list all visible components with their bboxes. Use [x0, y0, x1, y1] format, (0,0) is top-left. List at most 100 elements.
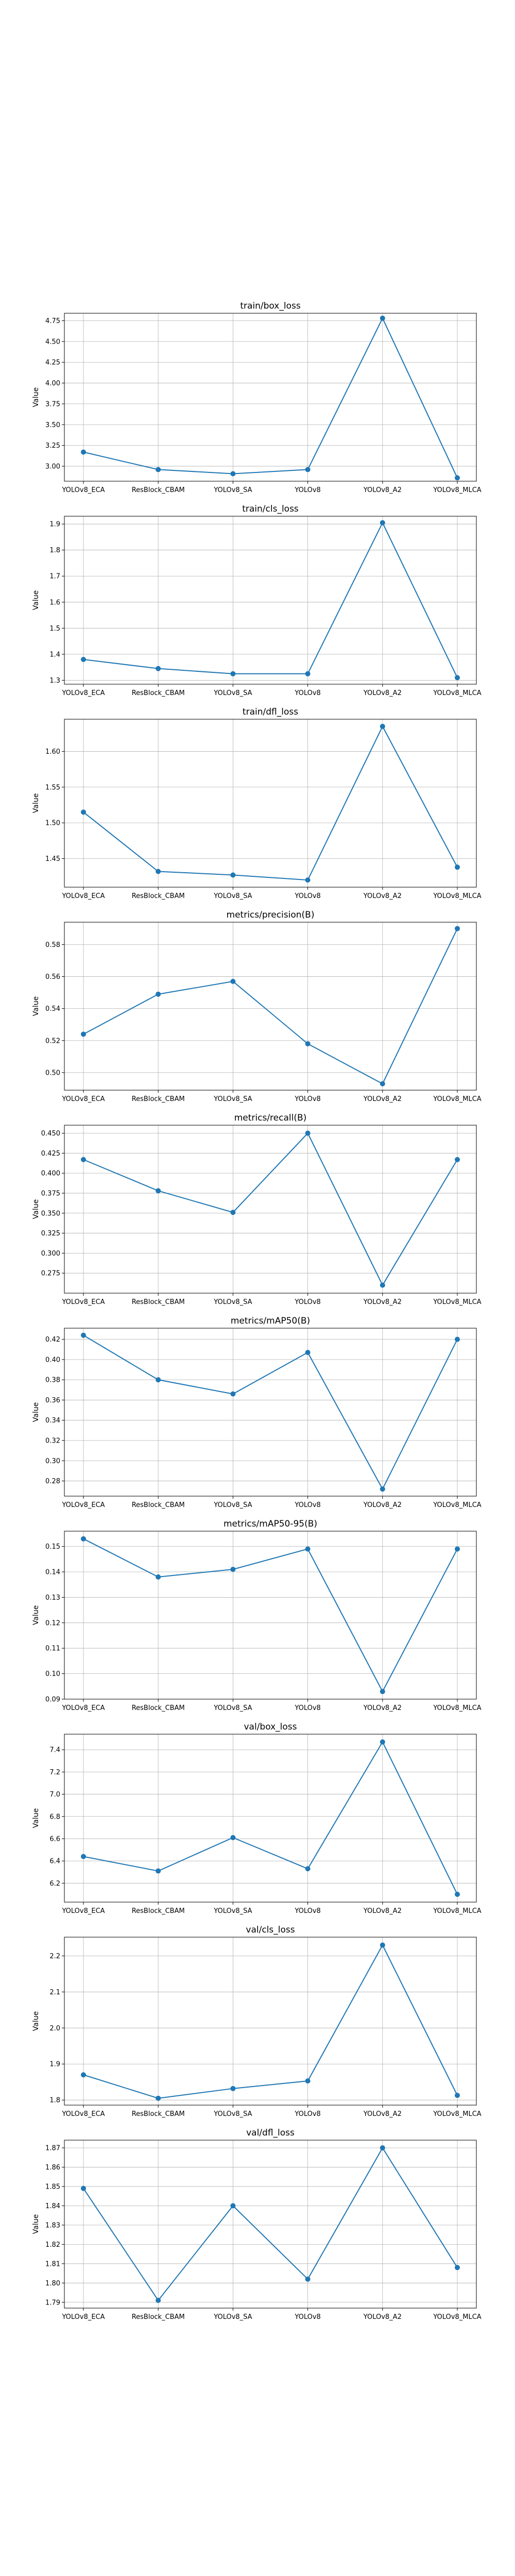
y-tick-label: 3.50: [45, 421, 60, 429]
data-point: [230, 2203, 236, 2209]
data-point: [81, 449, 86, 455]
axes-frame: [64, 2140, 477, 2309]
y-tick-label: 0.325: [41, 1230, 60, 1238]
x-tick-label: ResBlock_CBAM: [132, 892, 185, 900]
x-tick-label: YOLOv8_A2: [363, 1095, 402, 1103]
x-tick-label: YOLOv8_A2: [363, 1704, 402, 1712]
x-tick-label: YOLOv8_ECA: [61, 892, 105, 900]
data-point: [230, 1391, 236, 1397]
y-tick-label: 1.55: [45, 784, 60, 791]
y-tick-label: 1.79: [45, 2299, 60, 2307]
data-point: [81, 1332, 86, 1338]
data-point: [156, 869, 161, 874]
x-tick-label: YOLOv8_SA: [213, 1298, 252, 1306]
y-tick-label: 1.82: [45, 2241, 60, 2249]
x-tick-label: YOLOv8_A2: [363, 1907, 402, 1915]
chart-title: val/box_loss: [244, 1722, 297, 1732]
y-tick-label: 0.40: [45, 1356, 60, 1364]
y-tick-label: 3.75: [45, 400, 60, 408]
data-point: [156, 1188, 161, 1194]
x-tick-label: YOLOv8_MLCA: [433, 1907, 481, 1915]
y-tick-label: 0.30: [45, 1458, 60, 1465]
y-axis-label: Value: [32, 1199, 40, 1219]
data-point: [455, 2265, 460, 2270]
y-tick-label: 0.56: [45, 973, 60, 981]
data-point: [81, 2072, 86, 2078]
x-tick-label: YOLOv8_ECA: [61, 689, 105, 697]
y-tick-label: 0.450: [41, 1130, 60, 1138]
subplot-6: 0.28 0.30 0.32 0.34 0.36 0.38 0.40 0.42 YOLOv8_E…: [32, 1316, 482, 1509]
data-point: [380, 1739, 385, 1745]
y-tick-label: 0.13: [45, 1594, 60, 1602]
x-tick-label: YOLOv8_ECA: [61, 486, 105, 494]
x-tick-label: ResBlock_CBAM: [132, 1907, 185, 1915]
y-tick-label: 0.11: [45, 1645, 60, 1653]
y-tick-label: 1.60: [45, 748, 60, 756]
y-tick-label: 0.58: [45, 941, 60, 949]
data-point: [305, 671, 311, 676]
data-point: [455, 2093, 460, 2098]
x-tick-label: YOLOv8_SA: [213, 2110, 252, 2118]
x-tick-label: YOLOv8_SA: [213, 486, 252, 494]
y-tick-label: 6.8: [49, 1813, 60, 1821]
x-tick-label: YOLOv8_A2: [363, 1298, 402, 1306]
x-tick-label: YOLOv8: [294, 1907, 320, 1915]
data-point: [455, 1546, 460, 1552]
x-tick-label: YOLOv8_MLCA: [433, 1501, 481, 1509]
subplot-10: 1.79 1.80 1.81 1.82 1.83 1.84 1.85 1.86 1.87 YOLO…: [32, 2128, 482, 2321]
y-tick-label: 6.6: [49, 1835, 60, 1843]
y-tick-label: 0.34: [45, 1417, 60, 1425]
y-tick-label: 4.25: [45, 359, 60, 367]
x-tick-label: ResBlock_CBAM: [132, 1501, 185, 1509]
y-tick-label: 0.300: [41, 1250, 60, 1258]
x-tick-label: ResBlock_CBAM: [132, 486, 185, 494]
axes-frame: [64, 922, 477, 1091]
series-line: [83, 928, 458, 1084]
data-point: [455, 865, 460, 870]
x-tick-label: YOLOv8: [294, 1298, 320, 1306]
data-point: [455, 926, 460, 931]
chart-title: train/cls_loss: [242, 504, 299, 514]
data-point: [81, 1854, 86, 1859]
x-tick-label: YOLOv8_A2: [363, 689, 402, 697]
y-tick-label: 3.00: [45, 463, 60, 470]
subplot-9: 1.8 1.9 2.0 2.1 2.2 YOLOv8_ECA ResBlock_CBAM YO…: [32, 1925, 482, 2118]
y-tick-label: 0.12: [45, 1619, 60, 1627]
y-tick-label: 0.10: [45, 1670, 60, 1678]
y-tick-label: 1.3: [49, 677, 60, 685]
data-point: [455, 1891, 460, 1897]
x-tick-label: ResBlock_CBAM: [132, 1095, 185, 1103]
data-point: [81, 656, 86, 662]
series-line: [83, 1538, 458, 1693]
x-tick-label: YOLOv8_A2: [363, 1501, 402, 1509]
x-tick-label: ResBlock_CBAM: [132, 689, 185, 697]
y-tick-label: 0.15: [45, 1543, 60, 1551]
x-tick-label: YOLOv8_SA: [213, 892, 252, 900]
y-tick-label: 0.425: [41, 1150, 60, 1158]
data-point: [380, 315, 385, 321]
data-point: [81, 1157, 86, 1162]
data-point: [156, 2095, 161, 2101]
data-point: [305, 467, 311, 472]
y-tick-label: 0.42: [45, 1336, 60, 1344]
data-point: [81, 1536, 86, 1541]
data-point: [380, 723, 385, 729]
axes-frame: [64, 719, 477, 888]
chart-title: metrics/mAP50-95(B): [224, 1519, 317, 1529]
data-point: [156, 666, 161, 671]
x-tick-label: YOLOv8: [294, 689, 320, 697]
y-tick-label: 0.52: [45, 1037, 60, 1045]
y-tick-label: 0.38: [45, 1377, 60, 1384]
axes-frame: [64, 1734, 477, 1903]
data-point: [156, 991, 161, 997]
x-tick-label: YOLOv8: [294, 1095, 320, 1103]
y-tick-label: 1.9: [49, 521, 60, 529]
series-line: [83, 1944, 458, 2099]
data-point: [305, 1866, 311, 1872]
y-axis-label: Value: [32, 793, 40, 813]
axes-frame: [64, 313, 477, 482]
subplot-4: 0.50 0.52 0.54 0.56 0.58 YOLOv8_ECA ResBlock_C…: [32, 910, 482, 1103]
y-tick-label: 0.50: [45, 1069, 60, 1077]
x-tick-label: ResBlock_CBAM: [132, 1298, 185, 1306]
x-tick-label: YOLOv8_MLCA: [433, 2313, 481, 2321]
